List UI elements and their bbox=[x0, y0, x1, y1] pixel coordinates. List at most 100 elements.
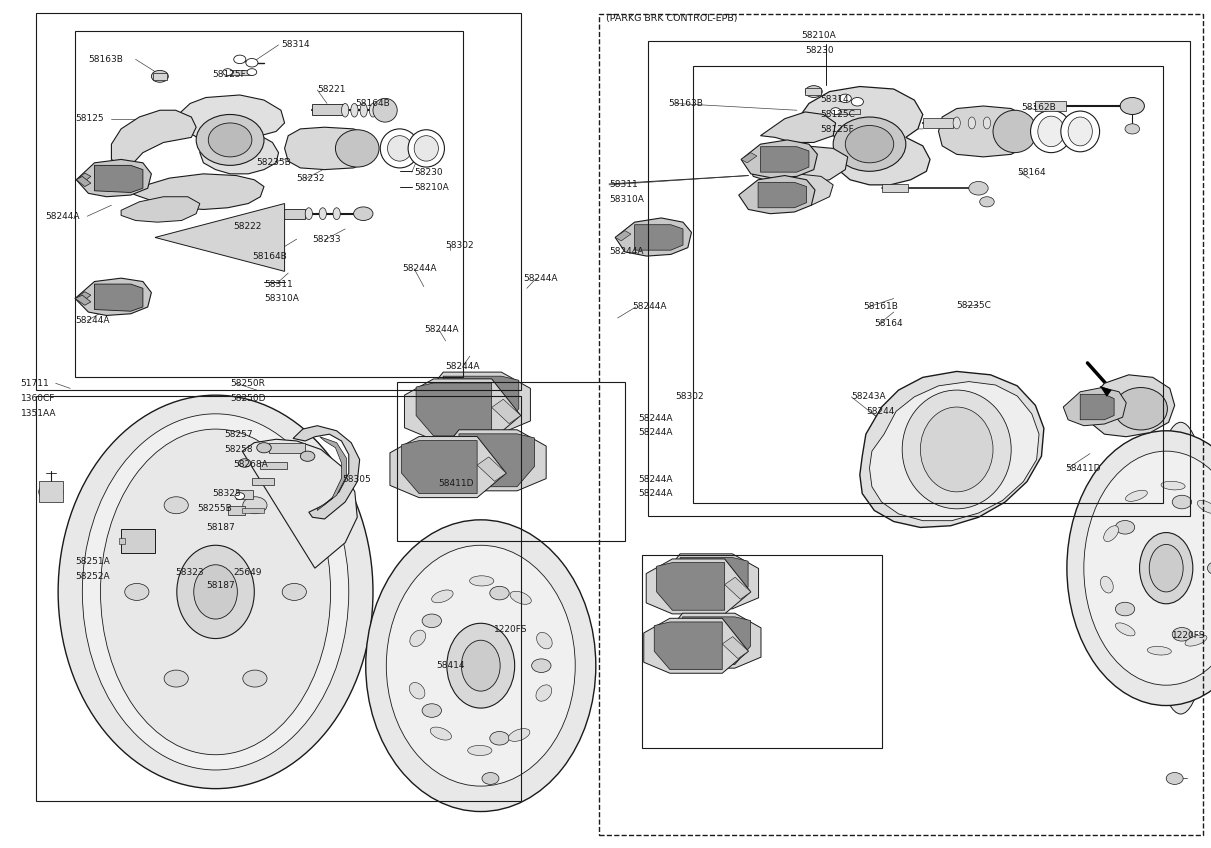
Polygon shape bbox=[293, 426, 360, 519]
Text: 58164B: 58164B bbox=[252, 252, 287, 260]
Ellipse shape bbox=[1114, 388, 1167, 430]
Ellipse shape bbox=[1068, 117, 1092, 146]
Polygon shape bbox=[414, 372, 530, 433]
Circle shape bbox=[1115, 521, 1135, 534]
Ellipse shape bbox=[1067, 431, 1211, 706]
Polygon shape bbox=[644, 618, 748, 673]
Polygon shape bbox=[404, 379, 521, 440]
Polygon shape bbox=[417, 383, 492, 436]
Circle shape bbox=[423, 704, 442, 717]
Text: 1220FS: 1220FS bbox=[1172, 632, 1206, 640]
Text: 58414: 58414 bbox=[436, 661, 465, 670]
Text: 58244A: 58244A bbox=[45, 212, 79, 220]
Circle shape bbox=[1207, 561, 1211, 575]
Bar bbox=[882, 184, 908, 192]
Ellipse shape bbox=[409, 683, 425, 699]
Text: 58310A: 58310A bbox=[264, 294, 299, 303]
Bar bbox=[39, 481, 63, 502]
Polygon shape bbox=[739, 176, 815, 214]
Polygon shape bbox=[683, 616, 751, 665]
Circle shape bbox=[246, 59, 258, 67]
Polygon shape bbox=[94, 165, 143, 192]
Polygon shape bbox=[75, 295, 91, 305]
Ellipse shape bbox=[380, 129, 419, 168]
Ellipse shape bbox=[82, 414, 349, 770]
Text: (PARKG BRK CONTROL-EPB): (PARKG BRK CONTROL-EPB) bbox=[606, 14, 737, 23]
Ellipse shape bbox=[1084, 451, 1211, 685]
Polygon shape bbox=[741, 153, 757, 163]
Bar bbox=[599, 14, 1203, 835]
Ellipse shape bbox=[369, 103, 377, 117]
Ellipse shape bbox=[1198, 500, 1211, 513]
Ellipse shape bbox=[833, 117, 906, 171]
Ellipse shape bbox=[902, 390, 1011, 509]
Text: 58163B: 58163B bbox=[668, 99, 704, 108]
Text: 58244A: 58244A bbox=[424, 325, 458, 333]
Circle shape bbox=[257, 443, 271, 453]
Text: 58230: 58230 bbox=[414, 168, 443, 176]
Ellipse shape bbox=[1038, 116, 1064, 147]
Circle shape bbox=[1166, 773, 1183, 784]
Circle shape bbox=[247, 69, 257, 75]
Polygon shape bbox=[758, 182, 807, 208]
Text: 58314: 58314 bbox=[820, 95, 849, 103]
Bar bbox=[648, 41, 1190, 516]
Text: 58244A: 58244A bbox=[75, 316, 109, 325]
Polygon shape bbox=[1100, 386, 1112, 397]
Circle shape bbox=[839, 94, 851, 103]
Polygon shape bbox=[939, 106, 1032, 157]
Polygon shape bbox=[869, 382, 1039, 521]
Bar bbox=[805, 88, 821, 95]
Polygon shape bbox=[615, 231, 631, 241]
Circle shape bbox=[1172, 628, 1192, 641]
Text: 58243A: 58243A bbox=[851, 393, 886, 401]
Ellipse shape bbox=[373, 98, 397, 122]
Polygon shape bbox=[155, 204, 285, 271]
Text: 58310A: 58310A bbox=[609, 195, 644, 204]
Text: 58125F: 58125F bbox=[212, 70, 246, 79]
Ellipse shape bbox=[983, 117, 991, 129]
Text: 58314: 58314 bbox=[281, 40, 310, 48]
Ellipse shape bbox=[461, 640, 500, 691]
Polygon shape bbox=[724, 577, 751, 600]
Bar bbox=[252, 478, 274, 485]
Circle shape bbox=[163, 670, 188, 687]
Polygon shape bbox=[111, 110, 196, 170]
Ellipse shape bbox=[208, 123, 252, 157]
Text: 58125C: 58125C bbox=[820, 110, 855, 119]
Polygon shape bbox=[1087, 375, 1175, 437]
Ellipse shape bbox=[333, 208, 340, 220]
Polygon shape bbox=[121, 197, 200, 222]
Ellipse shape bbox=[1115, 623, 1135, 636]
Circle shape bbox=[234, 55, 246, 64]
Text: 58187: 58187 bbox=[206, 581, 235, 589]
Ellipse shape bbox=[360, 103, 367, 117]
Bar bbox=[236, 490, 253, 499]
Polygon shape bbox=[430, 450, 459, 475]
Ellipse shape bbox=[1061, 111, 1100, 152]
Circle shape bbox=[45, 488, 57, 496]
Polygon shape bbox=[797, 86, 930, 185]
Ellipse shape bbox=[408, 130, 444, 167]
Circle shape bbox=[239, 459, 251, 467]
Circle shape bbox=[242, 497, 266, 514]
Circle shape bbox=[354, 207, 373, 220]
Circle shape bbox=[1115, 602, 1135, 616]
Text: 58244A: 58244A bbox=[638, 475, 672, 483]
Ellipse shape bbox=[968, 117, 976, 129]
Polygon shape bbox=[1063, 388, 1126, 426]
Text: 58244A: 58244A bbox=[402, 265, 436, 273]
Ellipse shape bbox=[386, 545, 575, 786]
Ellipse shape bbox=[366, 520, 596, 812]
Ellipse shape bbox=[1101, 577, 1113, 593]
Polygon shape bbox=[654, 572, 681, 594]
Circle shape bbox=[1125, 124, 1140, 134]
Ellipse shape bbox=[177, 545, 254, 639]
Circle shape bbox=[831, 108, 840, 114]
Ellipse shape bbox=[305, 208, 312, 220]
Bar bbox=[119, 538, 125, 544]
Text: 58250D: 58250D bbox=[230, 394, 265, 403]
Text: 58257: 58257 bbox=[224, 430, 253, 438]
Polygon shape bbox=[656, 562, 724, 611]
Ellipse shape bbox=[342, 103, 349, 117]
